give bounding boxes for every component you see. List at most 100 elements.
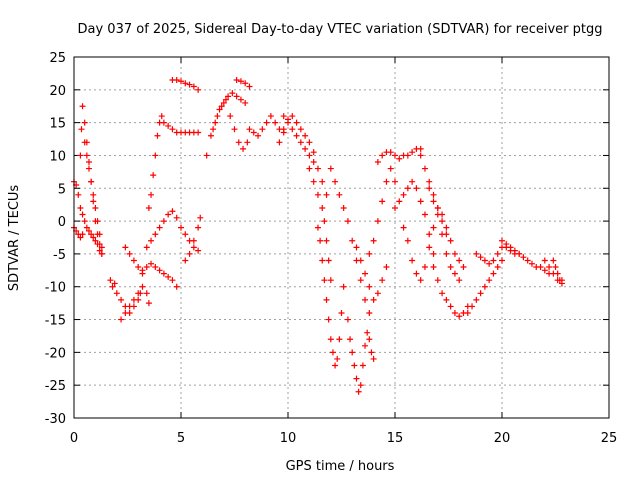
data-point bbox=[156, 267, 163, 274]
x-tick-label: 5 bbox=[177, 431, 185, 446]
data-point bbox=[456, 313, 463, 320]
data-point bbox=[242, 99, 249, 106]
series-arc-26 bbox=[392, 178, 437, 257]
data-point bbox=[143, 290, 150, 297]
data-point bbox=[430, 198, 437, 205]
data-point bbox=[421, 264, 428, 271]
data-point bbox=[233, 76, 240, 83]
data-point bbox=[306, 165, 313, 172]
series-arc-06 bbox=[118, 283, 152, 323]
data-point bbox=[366, 309, 373, 316]
data-point bbox=[353, 244, 360, 251]
data-point bbox=[165, 211, 172, 218]
y-tick-label: 20 bbox=[49, 84, 66, 99]
data-point bbox=[404, 185, 411, 192]
data-point bbox=[98, 250, 105, 257]
data-point bbox=[443, 250, 450, 257]
data-point bbox=[357, 257, 364, 264]
data-point bbox=[280, 113, 287, 120]
data-point bbox=[329, 349, 336, 356]
data-point bbox=[150, 172, 157, 179]
data-point bbox=[546, 264, 553, 271]
data-point bbox=[118, 296, 125, 303]
data-point bbox=[357, 382, 364, 389]
data-point bbox=[113, 290, 120, 297]
data-point bbox=[92, 237, 99, 244]
data-point bbox=[362, 296, 369, 303]
data-point bbox=[317, 237, 324, 244]
data-point bbox=[310, 159, 317, 166]
data-point bbox=[340, 283, 347, 290]
data-point bbox=[225, 93, 232, 100]
data-point bbox=[212, 119, 219, 126]
data-point bbox=[334, 355, 341, 362]
data-point bbox=[90, 198, 97, 205]
data-point bbox=[392, 152, 398, 159]
data-point bbox=[451, 270, 458, 277]
series-arc-36 bbox=[550, 257, 565, 284]
data-point bbox=[289, 113, 296, 120]
y-tick-label: 5 bbox=[58, 182, 66, 197]
data-point bbox=[88, 231, 95, 238]
data-point bbox=[173, 283, 180, 290]
data-point bbox=[145, 300, 152, 307]
data-point bbox=[160, 119, 167, 126]
data-point bbox=[417, 145, 424, 152]
data-point bbox=[400, 224, 407, 231]
data-point bbox=[456, 277, 463, 284]
data-point bbox=[165, 273, 172, 280]
data-point bbox=[165, 122, 172, 129]
data-point bbox=[143, 264, 150, 271]
data-point bbox=[186, 250, 193, 257]
data-point bbox=[182, 231, 189, 238]
data-point bbox=[368, 349, 375, 356]
data-point bbox=[359, 362, 366, 369]
data-point bbox=[152, 231, 159, 238]
data-point bbox=[332, 178, 339, 185]
data-point bbox=[222, 96, 229, 103]
data-point bbox=[186, 81, 193, 88]
data-point bbox=[197, 214, 204, 221]
data-point bbox=[297, 126, 304, 133]
data-point bbox=[554, 270, 561, 277]
data-point bbox=[524, 257, 531, 264]
data-point bbox=[285, 119, 291, 126]
data-point bbox=[516, 250, 523, 257]
axis-ticks: 0 5 10 15 20 25 -30 -25 -20 -15 -10 -5 0 5 10 15 20 25 bbox=[45, 51, 618, 446]
data-point bbox=[413, 185, 420, 192]
data-point bbox=[276, 139, 283, 146]
series-arc-13 bbox=[203, 90, 249, 159]
data-point bbox=[443, 224, 450, 231]
data-point bbox=[451, 309, 458, 316]
data-point bbox=[122, 309, 129, 316]
data-point bbox=[404, 152, 411, 159]
data-point bbox=[387, 165, 394, 172]
data-point bbox=[156, 224, 163, 231]
series-arc-28 bbox=[417, 152, 450, 238]
data-point bbox=[327, 165, 334, 172]
data-point bbox=[126, 250, 133, 257]
data-point bbox=[347, 336, 354, 343]
data-point bbox=[370, 237, 377, 244]
data-point bbox=[396, 198, 403, 205]
data-point bbox=[357, 277, 364, 284]
data-point bbox=[302, 145, 309, 152]
data-point bbox=[246, 83, 253, 90]
data-point bbox=[319, 204, 326, 211]
data-point bbox=[173, 214, 180, 221]
y-tick-label: -25 bbox=[45, 379, 66, 394]
data-point bbox=[237, 78, 244, 85]
data-points bbox=[71, 76, 565, 395]
data-point bbox=[417, 152, 424, 159]
data-point bbox=[107, 277, 114, 284]
data-point bbox=[235, 139, 242, 146]
data-point bbox=[214, 113, 221, 120]
data-point bbox=[460, 264, 467, 271]
data-point bbox=[351, 362, 358, 369]
data-point bbox=[111, 280, 118, 287]
data-point bbox=[122, 244, 129, 251]
data-point bbox=[250, 129, 257, 136]
y-tick-label: 15 bbox=[49, 117, 66, 132]
data-point bbox=[306, 152, 313, 159]
data-point bbox=[143, 244, 150, 251]
